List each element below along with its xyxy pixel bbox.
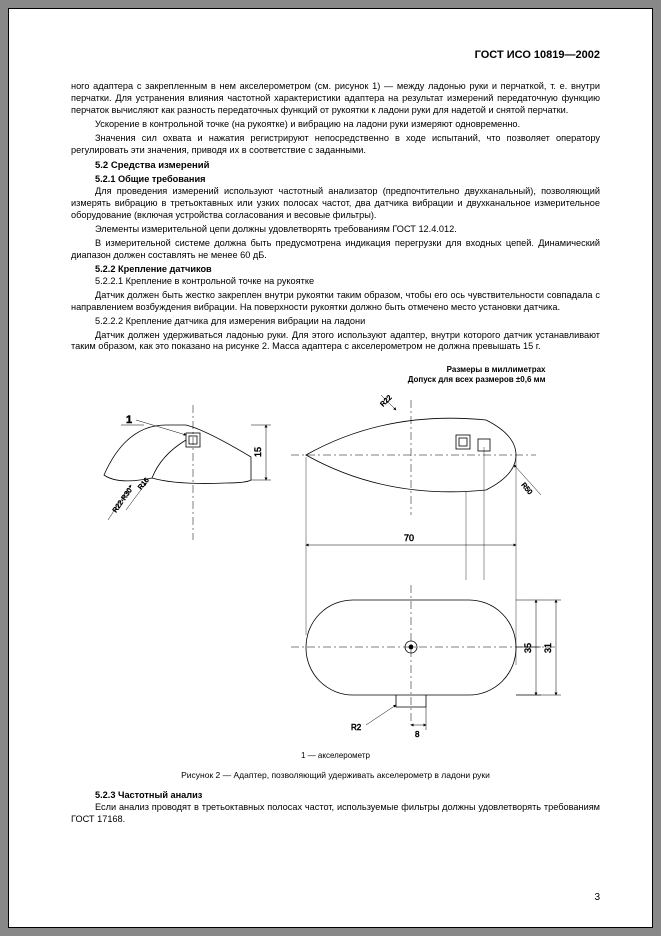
dim-8: 8 <box>411 707 426 739</box>
svg-text:31: 31 <box>543 643 553 653</box>
paragraph: Датчик должен быть жестко закреплен внут… <box>71 290 600 314</box>
paragraph: Для проведения измерений используют част… <box>71 186 600 222</box>
svg-text:35: 35 <box>523 643 533 653</box>
section-5-2-3-title: 5.2.3 Частотный анализ <box>71 790 600 802</box>
paragraph: В измерительной системе должна быть пред… <box>71 238 600 262</box>
paragraph: Если анализ проводят в третьоктавных пол… <box>71 802 600 826</box>
dim-15: 15 <box>251 425 271 480</box>
figure-2-block: Размеры в миллиметрах Допуск для всех ра… <box>96 365 576 779</box>
paragraph: ного адаптера с закрепленным в нем аксел… <box>71 81 600 117</box>
dim-70: 70 <box>306 533 516 545</box>
adapter-diagram: 1 15 R16 R22-R30 <box>96 385 576 745</box>
plan-view <box>291 400 536 515</box>
paragraph: Ускорение в контрольной точке (на рукоят… <box>71 119 600 131</box>
svg-text:R22: R22 <box>379 394 393 408</box>
section-5-2-1-title: 5.2.1 Общие требования <box>71 174 600 186</box>
section-view <box>291 585 556 725</box>
paragraph: Значения сил охвата и нажатия регистриру… <box>71 133 600 157</box>
paragraph: Элементы измерительной цепи должны удовл… <box>71 224 600 236</box>
figure-legend: 1 — акселерометр <box>96 751 576 760</box>
body-text-block-2: 5.2.3 Частотный анализ Если анализ прово… <box>71 790 600 826</box>
page-number: 3 <box>594 892 600 903</box>
svg-text:1: 1 <box>126 414 132 426</box>
body-text-block: ного адаптера с закрепленным в нем аксел… <box>71 81 600 353</box>
callout-1: 1 <box>121 414 186 435</box>
section-5-2-2-1-title: 5.2.2.1 Крепление в контрольной точке на… <box>71 276 600 288</box>
doc-standard-header: ГОСТ ИСО 10819—2002 <box>71 49 600 61</box>
section-5-2-2-title: 5.2.2 Крепление датчиков <box>71 264 600 276</box>
document-page: ГОСТ ИСО 10819—2002 ного адаптера с закр… <box>8 8 653 928</box>
section-5-2-title: 5.2 Средства измерений <box>71 160 600 172</box>
svg-text:8: 8 <box>415 730 420 739</box>
figure-caption: Рисунок 2 — Адаптер, позволяющий удержив… <box>96 770 576 780</box>
paragraph: Датчик должен удерживаться ладонью руки.… <box>71 330 600 354</box>
svg-text:R2: R2 <box>351 723 362 732</box>
section-5-2-2-2-title: 5.2.2.2 Крепление датчика для измерения … <box>71 316 600 328</box>
dim-35: 35 <box>516 600 541 695</box>
svg-text:15: 15 <box>253 447 263 457</box>
figure-tolerance-note: Допуск для всех размеров ±0,6 мм <box>96 375 576 385</box>
figure-units-note: Размеры в миллиметрах <box>96 365 576 375</box>
svg-text:R22-R30: R22-R30 <box>111 487 133 514</box>
svg-text:70: 70 <box>404 533 414 543</box>
